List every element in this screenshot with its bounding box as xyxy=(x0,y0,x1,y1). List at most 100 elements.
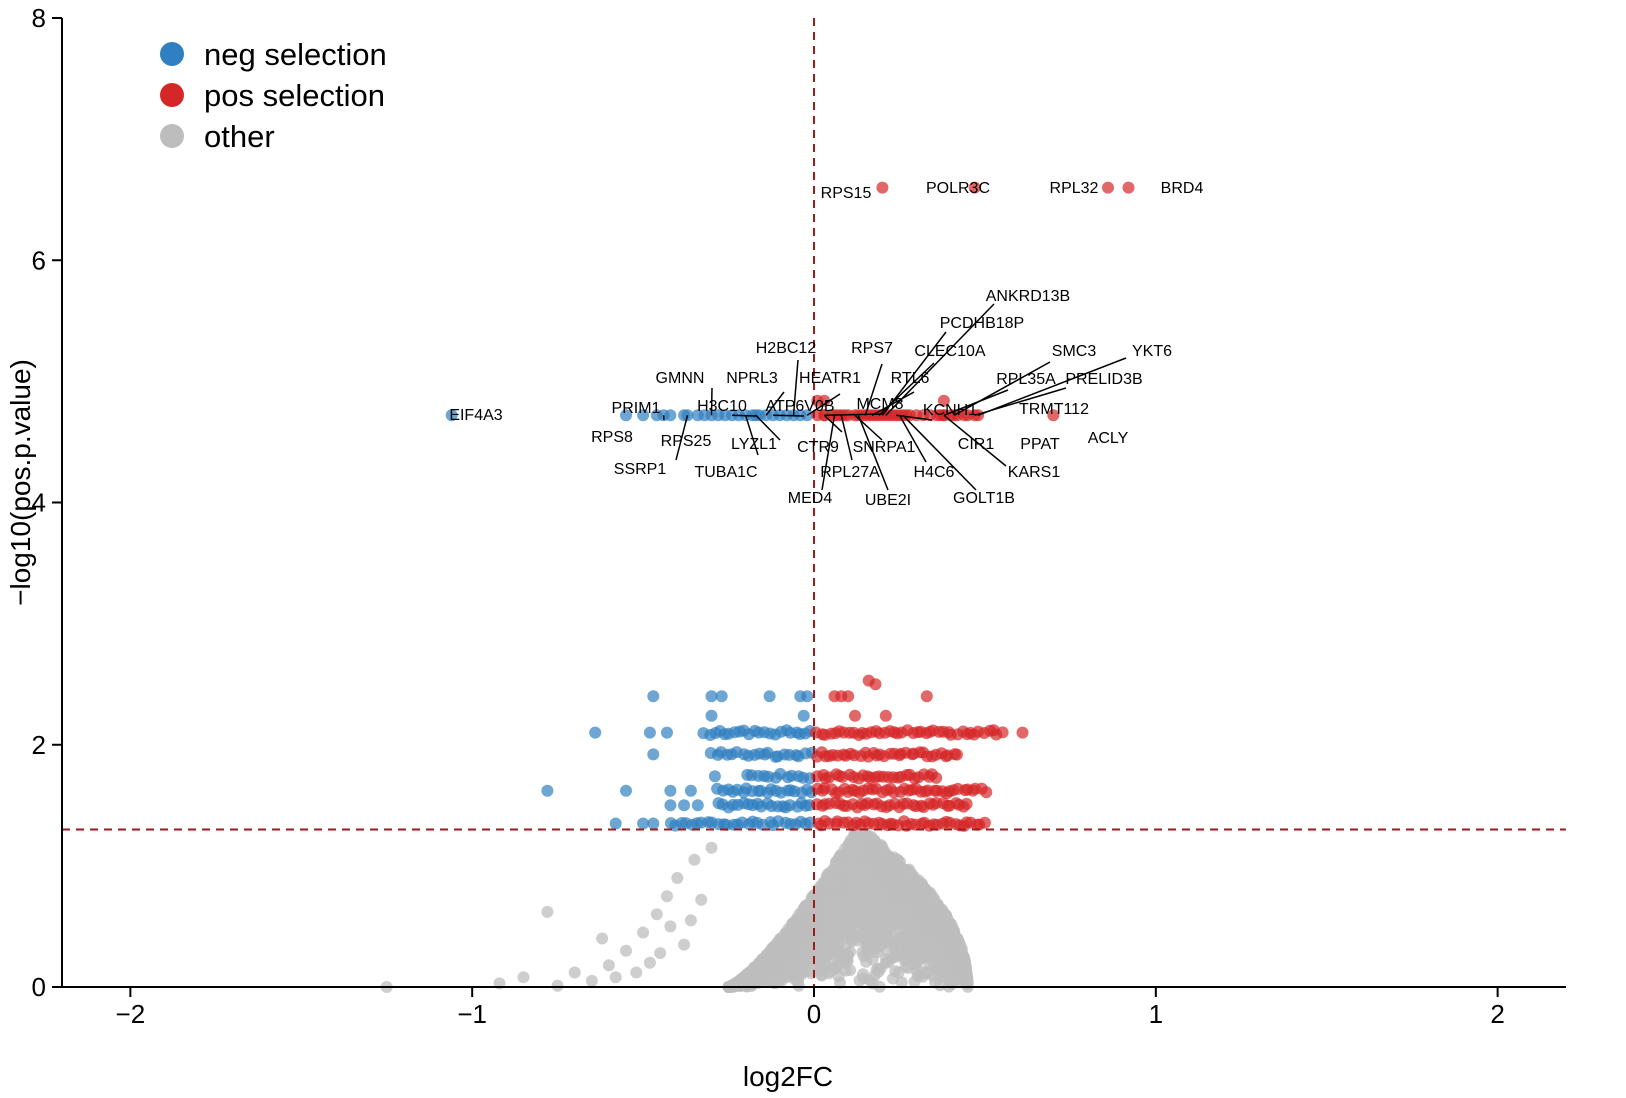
data-point-neg xyxy=(708,770,721,783)
data-point-other xyxy=(858,845,871,858)
gene-label: POLR3C xyxy=(926,180,990,197)
data-point-pos xyxy=(842,690,855,703)
data-point-pos xyxy=(1102,181,1114,194)
data-point-other xyxy=(889,965,902,978)
data-point-other xyxy=(840,907,853,920)
x-axis-title: log2FC xyxy=(743,1061,833,1092)
data-point-neg xyxy=(715,690,728,703)
data-point-neg xyxy=(647,690,660,703)
data-point-other xyxy=(872,897,885,910)
data-point-neg xyxy=(705,690,718,703)
data-point-pos xyxy=(849,709,861,722)
gene-label: RPS25 xyxy=(661,433,712,450)
data-point-other xyxy=(778,942,791,954)
data-point-pos xyxy=(920,690,933,703)
data-point-other xyxy=(786,952,799,964)
data-point-other xyxy=(777,931,790,944)
gene-label: TUBA1C xyxy=(694,464,757,481)
y-axis-title: −log10(pos.p.value) xyxy=(5,359,36,606)
data-point-other xyxy=(914,879,927,892)
data-point-other xyxy=(912,955,925,968)
data-point-pos xyxy=(937,394,950,407)
data-point-other xyxy=(654,947,667,960)
data-point-other xyxy=(859,907,872,920)
data-point-other xyxy=(910,965,923,977)
data-point-neg xyxy=(678,799,691,812)
label-leader-line xyxy=(710,387,713,416)
x-tick-label: 1 xyxy=(1149,999,1163,1029)
data-point-other xyxy=(868,969,881,982)
data-point-other xyxy=(745,976,758,989)
data-point-other xyxy=(541,905,554,918)
data-point-neg xyxy=(620,409,632,422)
data-point-other xyxy=(844,836,857,849)
data-point-other xyxy=(664,920,677,933)
data-point-other xyxy=(922,913,935,926)
x-tick-label: −1 xyxy=(457,999,487,1029)
label-leader-line xyxy=(871,391,915,416)
data-point-neg xyxy=(637,817,650,830)
data-point-neg xyxy=(609,817,622,830)
data-point-pos xyxy=(1122,181,1135,194)
data-point-other xyxy=(951,967,964,980)
gene-label: GOLT1B xyxy=(953,490,1015,507)
gene-label: PRELID3B xyxy=(1065,371,1142,388)
label-leader-line xyxy=(821,415,836,491)
label-leader-line xyxy=(881,331,947,416)
gene-label: RPL35A xyxy=(996,371,1056,388)
data-point-other xyxy=(835,848,848,861)
data-point-pos xyxy=(879,709,892,722)
data-point-other xyxy=(650,908,663,921)
data-point-other xyxy=(568,966,581,979)
data-point-other xyxy=(695,893,708,906)
gene-label: ACLY xyxy=(1088,430,1129,447)
data-point-neg xyxy=(647,817,660,830)
data-point-other xyxy=(859,828,872,841)
legend-marker-neg xyxy=(160,42,184,66)
data-point-other xyxy=(821,890,834,903)
data-point-neg xyxy=(637,409,650,422)
data-point-other xyxy=(596,932,609,945)
legend-label-pos: pos selection xyxy=(204,78,385,113)
data-point-neg xyxy=(620,784,632,797)
data-point-neg xyxy=(647,748,660,761)
label-leader-line xyxy=(943,414,1007,467)
data-point-pos xyxy=(960,797,973,810)
data-point-other xyxy=(805,953,818,966)
gene-label: ANKRD13B xyxy=(986,288,1070,305)
data-point-other xyxy=(832,930,845,943)
gene-label: EIF4A3 xyxy=(449,407,502,424)
x-tick-label: −2 xyxy=(116,999,146,1029)
data-point-neg xyxy=(643,726,656,739)
data-point-neg xyxy=(664,799,677,812)
data-point-other xyxy=(822,947,835,960)
legend-label-neg: neg selection xyxy=(204,37,387,72)
data-point-other xyxy=(853,974,866,987)
data-point-other xyxy=(585,974,598,987)
data-point-other xyxy=(867,848,880,861)
data-point-other xyxy=(850,875,862,888)
gene-label: RPS15 xyxy=(821,185,872,202)
data-point-other xyxy=(820,914,833,927)
data-point-other xyxy=(661,890,673,903)
data-point-other xyxy=(902,873,915,886)
gene-label: H3C10 xyxy=(697,398,747,415)
gene-label: MED4 xyxy=(788,490,833,507)
data-point-pos xyxy=(978,816,991,829)
label-leader-line xyxy=(772,414,805,417)
x-tick-label: 2 xyxy=(1490,999,1504,1029)
gene-label: SMC3 xyxy=(1052,343,1097,360)
label-leader-line xyxy=(885,303,995,416)
data-point-pos xyxy=(968,181,981,194)
data-point-other xyxy=(883,852,896,865)
data-point-neg xyxy=(801,690,814,703)
label-leader-line xyxy=(792,359,799,416)
data-point-neg xyxy=(763,690,776,703)
data-point-pos xyxy=(996,726,1009,739)
data-point-neg xyxy=(797,709,810,722)
data-point-other xyxy=(792,922,804,935)
label-leader-line xyxy=(857,415,889,491)
data-point-neg xyxy=(589,726,602,739)
data-point-other xyxy=(913,919,926,932)
